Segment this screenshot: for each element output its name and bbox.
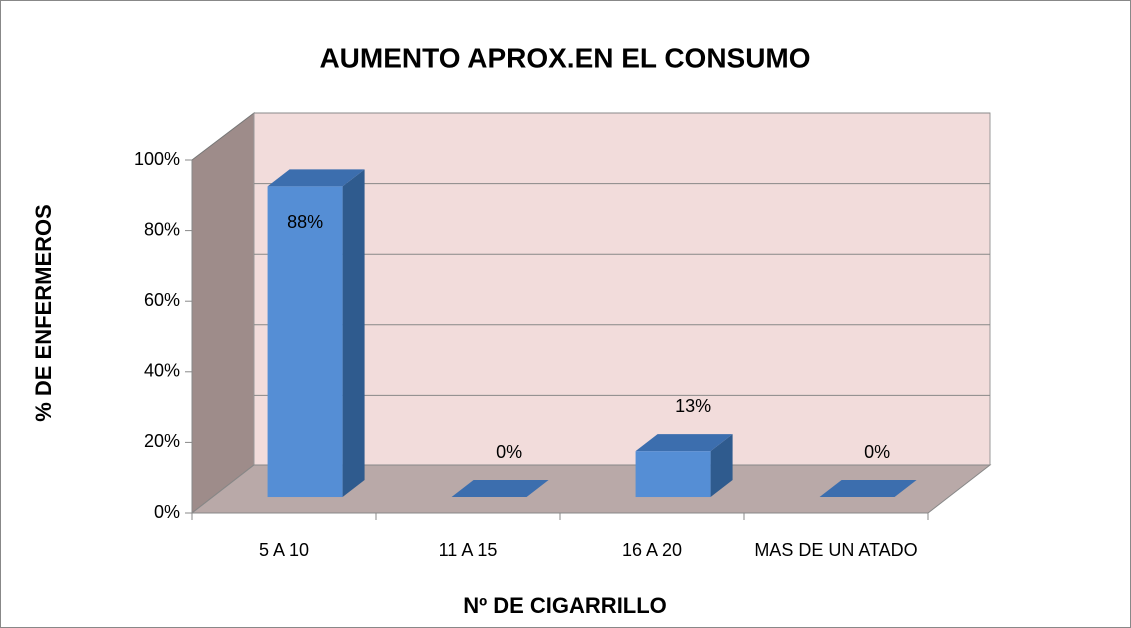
bar-top <box>267 169 365 187</box>
x-tick-label: 16 A 20 <box>621 540 683 560</box>
data-label: 0% <box>496 442 522 462</box>
bar-side <box>342 169 365 498</box>
data-label: 13% <box>675 396 711 416</box>
chart-title: AUMENTO APROX.EN EL CONSUMO <box>319 42 810 73</box>
data-label: 88% <box>287 212 323 232</box>
bar <box>635 451 711 498</box>
y-tick-label: 60% <box>144 290 180 310</box>
x-tick-label: MAS DE UN ATADO <box>754 540 918 560</box>
y-tick-label: 100% <box>134 149 180 169</box>
y-tick-label: 0% <box>154 502 180 522</box>
bar-top <box>451 480 549 498</box>
side-wall <box>191 111 255 515</box>
x-tick-label: 11 A 15 <box>438 540 498 560</box>
data-label: 0% <box>864 442 890 462</box>
bar-top <box>635 434 733 452</box>
bar-side <box>710 434 733 498</box>
y-tick-label: 20% <box>144 431 180 451</box>
x-axis-title: Nº DE CIGARRILLO <box>463 593 667 618</box>
y-axis-title: % DE ENFERMEROS <box>31 204 56 422</box>
bar-top <box>819 480 917 498</box>
x-tick-label: 5 A 10 <box>258 540 310 560</box>
back-wall <box>253 112 991 466</box>
y-tick-label: 80% <box>144 219 180 239</box>
bar <box>267 186 343 498</box>
y-tick-label: 40% <box>144 361 180 381</box>
